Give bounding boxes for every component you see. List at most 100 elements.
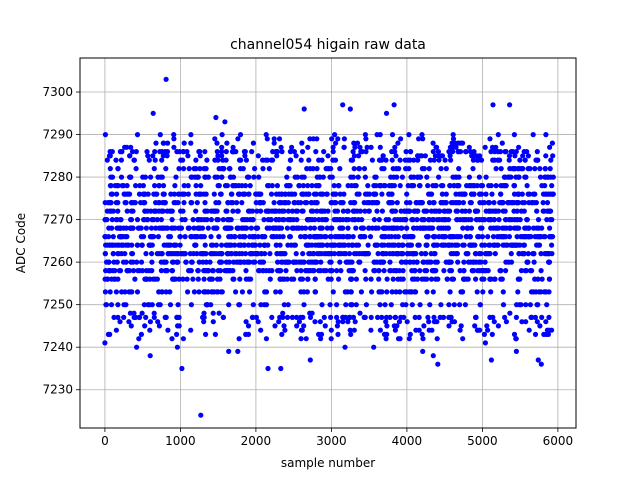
- data-point: [473, 314, 479, 320]
- data-point: [165, 251, 172, 257]
- data-point: [509, 242, 516, 248]
- data-point: [522, 268, 528, 274]
- data-point: [284, 259, 290, 265]
- data-point: [454, 208, 461, 214]
- data-point: [300, 191, 306, 197]
- data-point: [281, 323, 287, 329]
- data-point: [188, 132, 194, 138]
- data-point: [180, 149, 186, 155]
- data-point: [359, 149, 365, 155]
- data-point: [481, 331, 487, 337]
- data-point: [249, 314, 255, 320]
- data-point: [136, 314, 142, 320]
- data-point: [245, 323, 252, 329]
- data-point: [183, 259, 189, 265]
- data-point: [281, 251, 287, 257]
- data-point: [318, 259, 324, 265]
- data-point: [546, 259, 553, 265]
- data-point: [526, 234, 532, 240]
- data-point: [487, 251, 493, 257]
- data-point: [286, 183, 292, 189]
- data-point: [534, 208, 540, 214]
- data-point: [113, 157, 119, 163]
- data-point: [254, 208, 260, 214]
- data-point: [499, 140, 505, 146]
- data-point: [495, 132, 501, 138]
- data-point: [426, 166, 432, 172]
- data-point: [337, 191, 343, 197]
- data-point: [323, 268, 329, 274]
- data-point: [357, 259, 363, 265]
- data-point: [228, 174, 234, 180]
- data-point: [299, 225, 305, 231]
- data-point: [430, 200, 436, 206]
- data-point: [425, 314, 431, 320]
- data-point: [434, 319, 440, 325]
- data-point: [314, 136, 320, 142]
- data-point: [469, 183, 475, 189]
- data-point: [318, 336, 324, 342]
- data-point: [397, 289, 403, 295]
- data-point: [113, 200, 119, 206]
- data-point: [289, 208, 296, 214]
- data-point: [251, 174, 257, 180]
- data-point: [301, 174, 307, 180]
- data-point: [204, 217, 210, 223]
- data-point: [403, 149, 409, 155]
- data-point: [182, 234, 188, 240]
- data-point: [194, 174, 201, 180]
- data-point: [358, 225, 364, 231]
- data-point: [350, 149, 356, 155]
- data-point: [442, 157, 448, 163]
- data-point: [242, 183, 249, 189]
- data-point: [181, 200, 187, 206]
- data-point: [489, 144, 496, 150]
- data-point: [312, 217, 318, 223]
- data-point: [498, 166, 504, 172]
- data-point: [437, 314, 443, 320]
- data-point: [194, 200, 200, 206]
- data-point: [383, 336, 389, 342]
- data-point: [161, 225, 167, 231]
- data-point: [470, 166, 476, 172]
- data-point: [288, 217, 294, 223]
- data-point: [400, 276, 406, 282]
- data-point: [264, 225, 270, 231]
- data-point: [399, 174, 405, 180]
- data-point: [103, 268, 109, 274]
- data-point: [191, 289, 197, 295]
- data-point: [310, 268, 316, 274]
- data-point: [356, 153, 362, 159]
- data-point: [174, 344, 180, 350]
- data-point: [542, 166, 548, 172]
- data-point: [334, 268, 340, 274]
- data-point: [140, 174, 146, 180]
- data-point: [365, 242, 371, 248]
- data-point: [541, 234, 547, 240]
- data-point: [139, 242, 145, 248]
- data-point: [294, 323, 300, 329]
- data-point: [224, 140, 230, 146]
- data-point: [508, 174, 514, 180]
- data-point: [486, 242, 492, 248]
- data-point: [490, 242, 497, 248]
- data-point: [397, 336, 403, 342]
- data-point: [392, 314, 399, 320]
- data-point: [118, 157, 124, 163]
- data-point: [219, 144, 225, 150]
- chart-title: channel054 higain raw data: [230, 37, 426, 53]
- data-point: [461, 268, 467, 274]
- data-point: [334, 323, 340, 329]
- data-point: [135, 268, 141, 274]
- data-point: [470, 157, 476, 163]
- data-point: [436, 208, 442, 214]
- data-point: [523, 302, 529, 308]
- data-point: [419, 331, 425, 337]
- data-point: [404, 225, 410, 231]
- data-point: [300, 183, 306, 189]
- data-point: [389, 157, 395, 163]
- data-point: [396, 268, 403, 274]
- data-point: [349, 302, 355, 308]
- data-point: [107, 149, 113, 155]
- data-point: [180, 276, 186, 282]
